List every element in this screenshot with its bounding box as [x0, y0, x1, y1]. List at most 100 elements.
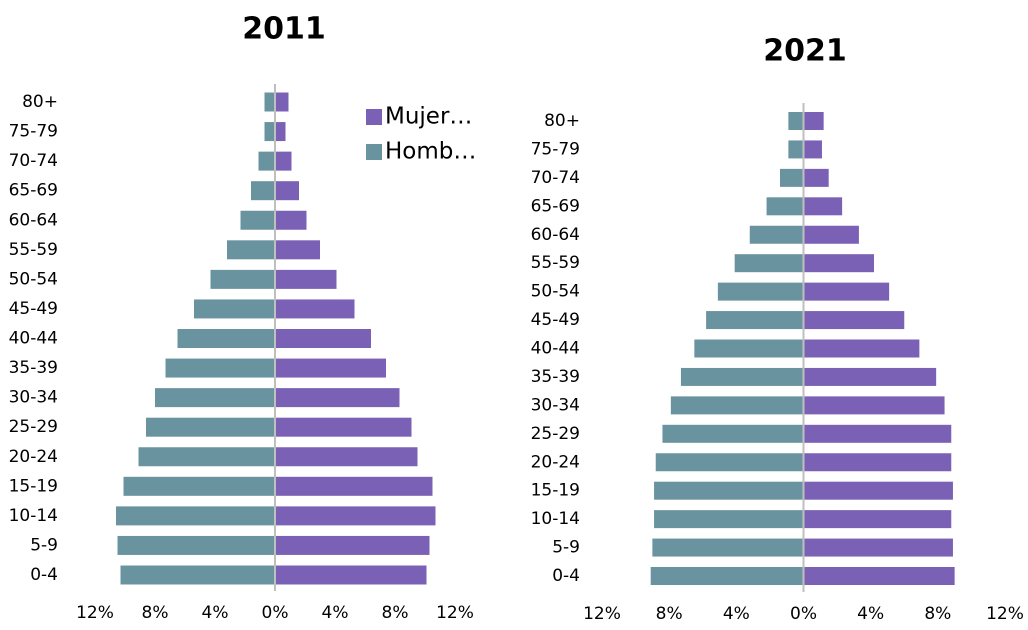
x-tick-label: 4%: [723, 604, 750, 624]
bar: [275, 535, 430, 555]
bar: [116, 506, 275, 526]
bar: [803, 140, 822, 159]
bar: [803, 254, 875, 273]
y-tick-label: 30-34: [9, 388, 58, 408]
y-tick-label: 65-69: [9, 181, 58, 201]
bar: [275, 240, 320, 260]
bar: [117, 535, 275, 555]
y-tick-label: 80+: [22, 92, 58, 112]
bar: [194, 299, 275, 319]
bar: [803, 367, 937, 386]
bar: [654, 510, 804, 529]
y-tick-label: 35-39: [531, 367, 580, 387]
bar: [138, 447, 275, 467]
y-tick-label: 50-54: [531, 282, 580, 302]
bar: [803, 197, 843, 216]
y-tick-label: 45-49: [9, 299, 58, 319]
y-tick-label: 60-64: [9, 210, 58, 230]
y-tick-label: 75-79: [531, 139, 580, 159]
legend-swatch: [366, 144, 382, 160]
bar: [275, 329, 371, 348]
y-tick-label: 30-34: [531, 395, 580, 415]
bar: [788, 112, 804, 130]
bar: [803, 510, 952, 529]
x-tick-label: 12%: [986, 604, 1024, 624]
bar: [803, 311, 905, 330]
bar: [275, 122, 286, 142]
bar: [275, 447, 418, 467]
y-tick-label: 0-4: [552, 566, 580, 586]
bar: [655, 453, 804, 472]
x-tick-label: 8%: [656, 604, 683, 624]
bar: [264, 122, 275, 142]
bar: [803, 339, 920, 358]
y-tick-label: 10-14: [531, 509, 580, 529]
y-tick-label: 15-19: [531, 481, 580, 501]
bar: [177, 329, 275, 348]
x-tick-label: 0%: [262, 603, 289, 623]
y-tick-label: 55-59: [531, 253, 580, 273]
x-tick-label: 8%: [924, 604, 951, 624]
bar: [680, 367, 804, 386]
bar: [275, 210, 307, 230]
y-tick-label: 25-29: [9, 417, 58, 437]
y-tick-label: 5-9: [552, 538, 580, 558]
bar: [734, 254, 804, 273]
x-tick-label: 0%: [790, 604, 817, 624]
bar: [275, 358, 386, 378]
bar: [803, 424, 952, 443]
bar: [803, 538, 953, 557]
y-tick-label: 50-54: [9, 269, 58, 289]
bar: [803, 481, 953, 500]
bar: [275, 92, 289, 112]
bar: [717, 282, 804, 301]
legend-label: Mujer…: [385, 104, 472, 130]
bar: [275, 417, 412, 437]
y-tick-label: 0-4: [30, 565, 58, 585]
bar: [258, 151, 275, 171]
bar: [788, 140, 804, 159]
bar: [210, 269, 275, 289]
x-tick-label: 12%: [436, 603, 474, 623]
y-tick-label: 80+: [544, 111, 580, 131]
y-tick-label: 70-74: [9, 151, 58, 171]
bar: [240, 210, 275, 230]
bar: [694, 339, 804, 358]
bar: [120, 565, 275, 585]
x-tick-label: 12%: [76, 603, 114, 623]
y-tick-label: 25-29: [531, 424, 580, 444]
bar: [275, 476, 433, 496]
y-tick-label: 70-74: [531, 168, 580, 188]
x-tick-label: 4%: [202, 603, 229, 623]
bar: [749, 225, 804, 244]
legend-swatch: [366, 109, 382, 125]
legend-label: Homb…: [385, 139, 476, 165]
chart-title: 2011: [242, 12, 326, 47]
bar: [275, 506, 436, 526]
bar: [155, 388, 275, 408]
y-tick-label: 20-24: [9, 447, 58, 467]
y-tick-label: 75-79: [9, 122, 58, 142]
y-tick-label: 40-44: [531, 339, 580, 359]
y-tick-label: 5-9: [30, 535, 58, 555]
bar: [803, 282, 890, 301]
bar: [123, 476, 275, 496]
bar: [275, 565, 427, 585]
chart-title: 2021: [763, 34, 847, 69]
bar: [803, 453, 952, 472]
bar: [803, 168, 829, 187]
bar: [662, 424, 804, 443]
bar: [275, 151, 292, 171]
bar: [766, 197, 804, 216]
y-tick-label: 20-24: [531, 452, 580, 472]
bar: [146, 417, 275, 437]
y-tick-label: 40-44: [9, 329, 58, 349]
y-tick-label: 35-39: [9, 358, 58, 378]
bar: [275, 299, 355, 319]
bar: [275, 181, 299, 201]
y-tick-label: 45-49: [531, 310, 580, 330]
bar: [275, 388, 400, 408]
bar: [251, 181, 275, 201]
x-tick-label: 12%: [583, 604, 621, 624]
